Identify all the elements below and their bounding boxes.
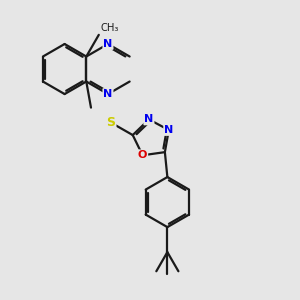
Text: O: O (138, 150, 147, 160)
Text: N: N (103, 89, 112, 99)
Text: N: N (144, 114, 154, 124)
Text: CH₃: CH₃ (100, 23, 118, 33)
Text: N: N (164, 125, 173, 135)
Text: N: N (103, 39, 112, 49)
Text: S: S (106, 116, 116, 129)
